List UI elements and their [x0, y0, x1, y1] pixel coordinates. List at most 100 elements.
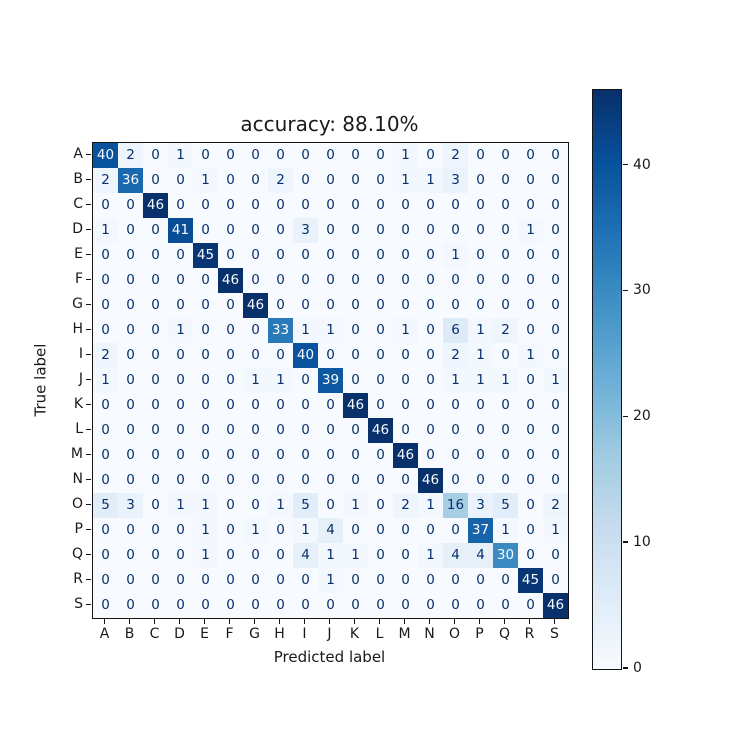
- matrix-cell-S-E: 0: [193, 593, 218, 618]
- matrix-cell-A-K: 0: [343, 143, 368, 168]
- matrix-cell-F-A: 0: [93, 268, 118, 293]
- y-tick-mark: [85, 553, 91, 556]
- matrix-cell-B-K: 0: [343, 168, 368, 193]
- matrix-cell-O-N: 1: [418, 493, 443, 518]
- matrix-cell-M-L: 0: [368, 443, 393, 468]
- matrix-cell-C-F: 0: [218, 193, 243, 218]
- matrix-cell-L-Q: 0: [493, 418, 518, 443]
- y-tick-mark: [85, 203, 91, 206]
- matrix-cell-R-M: 0: [393, 568, 418, 593]
- y-tick-label-K: K: [73, 396, 83, 412]
- matrix-cell-I-C: 0: [143, 343, 168, 368]
- matrix-cell-H-E: 0: [193, 318, 218, 343]
- matrix-cell-F-D: 0: [168, 268, 193, 293]
- matrix-cell-A-I: 0: [293, 143, 318, 168]
- matrix-cell-N-L: 0: [368, 468, 393, 493]
- matrix-cell-K-B: 0: [118, 393, 143, 418]
- matrix-cell-K-Q: 0: [493, 393, 518, 418]
- y-tick-label-B: B: [73, 171, 83, 187]
- matrix-cell-O-P: 3: [468, 493, 493, 518]
- matrix-cell-H-F: 0: [218, 318, 243, 343]
- y-tick-mark: [85, 528, 91, 531]
- matrix-cell-N-M: 0: [393, 468, 418, 493]
- matrix-cell-L-E: 0: [193, 418, 218, 443]
- matrix-cell-Q-P: 4: [468, 543, 493, 568]
- matrix-cell-K-G: 0: [243, 393, 268, 418]
- matrix-cell-O-M: 2: [393, 493, 418, 518]
- matrix-cell-A-O: 2: [443, 143, 468, 168]
- matrix-cell-G-B: 0: [118, 293, 143, 318]
- matrix-cell-N-I: 0: [293, 468, 318, 493]
- matrix-cell-J-B: 0: [118, 368, 143, 393]
- y-tick-label-L: L: [75, 421, 83, 437]
- matrix-cell-I-J: 0: [318, 343, 343, 368]
- matrix-cell-G-C: 0: [143, 293, 168, 318]
- matrix-cell-H-M: 1: [393, 318, 418, 343]
- x-axis-label: Predicted label: [273, 648, 386, 666]
- y-tick-mark: [85, 503, 91, 506]
- matrix-cell-S-S: 46: [543, 593, 568, 618]
- matrix-cell-E-J: 0: [318, 243, 343, 268]
- y-tick-label-P: P: [74, 521, 83, 537]
- matrix-cell-H-H: 33: [268, 318, 293, 343]
- matrix-cell-K-A: 0: [93, 393, 118, 418]
- y-tick-label-R: R: [73, 571, 83, 587]
- matrix-cell-M-D: 0: [168, 443, 193, 468]
- x-tick-mark: [453, 619, 456, 624]
- matrix-cell-C-N: 0: [418, 193, 443, 218]
- matrix-cell-R-N: 0: [418, 568, 443, 593]
- matrix-cell-E-C: 0: [143, 243, 168, 268]
- matrix-cell-O-B: 3: [118, 493, 143, 518]
- matrix-cell-Q-Q: 30: [493, 543, 518, 568]
- x-tick-label-D: D: [174, 626, 185, 642]
- y-tick-label-D: D: [72, 221, 83, 237]
- matrix-cell-P-S: 1: [543, 518, 568, 543]
- matrix-cell-S-O: 0: [443, 593, 468, 618]
- matrix-cell-H-I: 1: [293, 318, 318, 343]
- matrix-cell-O-I: 5: [293, 493, 318, 518]
- x-tick-label-F: F: [225, 626, 234, 642]
- matrix-cell-A-C: 0: [143, 143, 168, 168]
- x-tick-label-A: A: [99, 626, 110, 642]
- matrix-cell-I-F: 0: [218, 343, 243, 368]
- x-tick-mark: [378, 619, 381, 624]
- matrix-cell-K-H: 0: [268, 393, 293, 418]
- colorbar-tick-label-30: 30: [633, 282, 651, 299]
- matrix-cell-I-L: 0: [368, 343, 393, 368]
- matrix-cell-N-O: 0: [443, 468, 468, 493]
- matrix-cell-G-F: 0: [218, 293, 243, 318]
- matrix-cell-J-D: 0: [168, 368, 193, 393]
- x-tick-mark: [178, 619, 181, 624]
- matrix-cell-N-N: 46: [418, 468, 443, 493]
- y-tick-label-G: G: [72, 296, 83, 312]
- matrix-cell-R-H: 0: [268, 568, 293, 593]
- matrix-cell-B-L: 0: [368, 168, 393, 193]
- matrix-cell-J-Q: 1: [493, 368, 518, 393]
- colorbar-tick-mark: [623, 541, 628, 543]
- colorbar-tick-label-40: 40: [633, 156, 651, 173]
- matrix-cell-F-S: 0: [543, 268, 568, 293]
- matrix-cell-B-H: 2: [268, 168, 293, 193]
- matrix-cell-E-H: 0: [268, 243, 293, 268]
- x-tick-mark: [328, 619, 331, 624]
- matrix-cell-G-I: 0: [293, 293, 318, 318]
- matrix-cell-N-G: 0: [243, 468, 268, 493]
- matrix-cell-E-K: 0: [343, 243, 368, 268]
- matrix-cell-D-O: 0: [443, 218, 468, 243]
- x-tick-label-O: O: [448, 626, 461, 642]
- matrix-cell-G-J: 0: [318, 293, 343, 318]
- colorbar-tick-mark: [623, 163, 628, 166]
- matrix-cell-F-C: 0: [143, 268, 168, 293]
- matrix-cell-K-S: 0: [543, 393, 568, 418]
- matrix-cell-F-Q: 0: [493, 268, 518, 293]
- matrix-cell-L-S: 0: [543, 418, 568, 443]
- matrix-cell-Q-E: 1: [193, 543, 218, 568]
- matrix-cell-L-R: 0: [518, 418, 543, 443]
- matrix-cell-M-N: 0: [418, 443, 443, 468]
- matrix-cell-J-L: 0: [368, 368, 393, 393]
- matrix-cell-M-C: 0: [143, 443, 168, 468]
- matrix-cell-N-A: 0: [93, 468, 118, 493]
- matrix-cell-K-E: 0: [193, 393, 218, 418]
- matrix-cell-P-I: 1: [293, 518, 318, 543]
- x-tick-label-H: H: [274, 626, 285, 642]
